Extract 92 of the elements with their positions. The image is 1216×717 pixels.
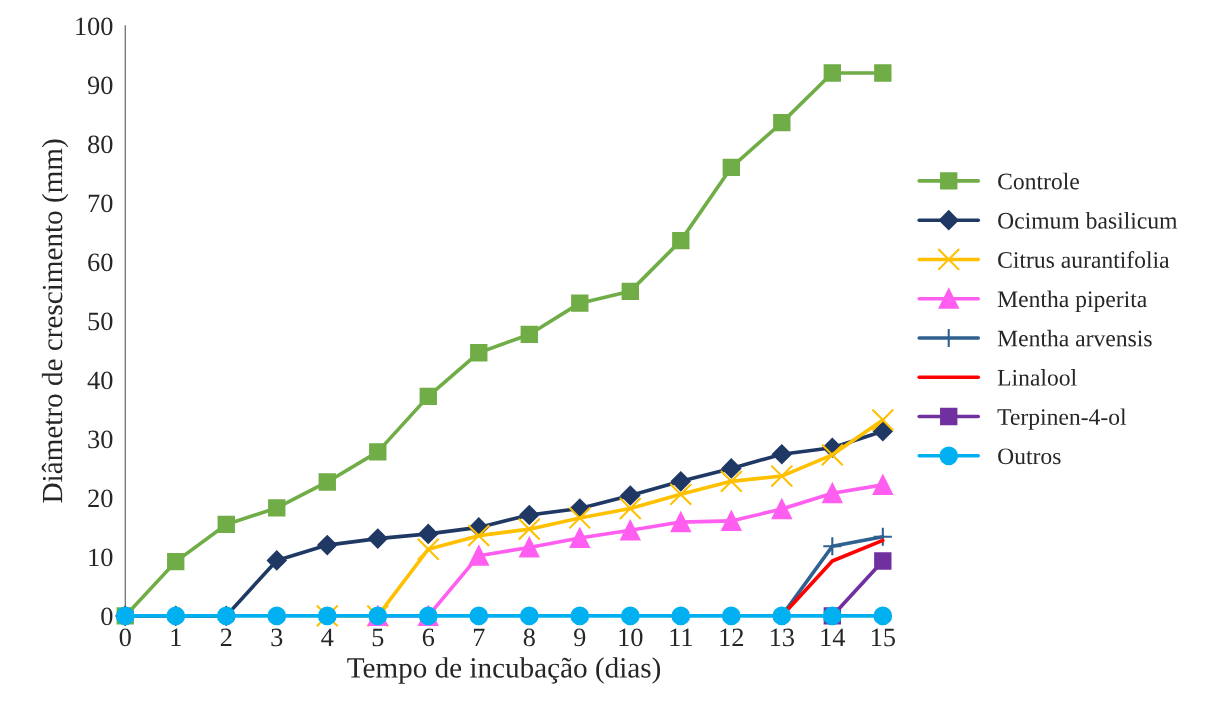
point	[416, 537, 440, 561]
x-tick-label: 2	[220, 628, 232, 647]
point	[470, 344, 488, 362]
point	[770, 464, 794, 488]
point	[671, 606, 691, 626]
point	[317, 535, 338, 555]
point	[268, 499, 286, 517]
point	[367, 528, 388, 549]
point	[418, 524, 439, 544]
y-tick-label: 90	[87, 76, 113, 95]
point	[820, 443, 844, 467]
legend-label: Mentha arvensis	[997, 329, 1152, 347]
point	[669, 482, 693, 506]
point	[469, 606, 489, 626]
point	[771, 444, 792, 465]
y-tick-label: 10	[89, 548, 113, 567]
x-tick-label: 3	[271, 628, 283, 647]
y-tick-label: 30	[88, 430, 113, 449]
point	[568, 506, 592, 530]
x-tick-label: 0	[119, 628, 131, 647]
point	[773, 113, 791, 132]
x-tick-label: 12	[720, 628, 744, 647]
point	[419, 387, 437, 406]
legend-label: Linalool	[997, 369, 1077, 386]
legend-label: Mentha piperita	[997, 290, 1147, 312]
point	[468, 545, 489, 566]
x-tick-label: 4	[321, 628, 334, 647]
point	[620, 520, 641, 541]
point	[672, 231, 690, 250]
point	[719, 469, 743, 493]
point	[670, 471, 691, 492]
x-tick-label: 13	[770, 628, 794, 647]
point	[517, 517, 541, 541]
point	[822, 483, 843, 504]
x-tick-label: 7	[473, 628, 485, 647]
y-tick-label: 40	[87, 371, 113, 390]
point	[520, 325, 538, 344]
x-tick-label: 10	[619, 628, 643, 647]
x-tick-label: 6	[422, 628, 435, 647]
y-tick-label: 60	[88, 253, 113, 272]
x-tick-label: 5	[372, 628, 384, 647]
point	[167, 552, 185, 571]
x-tick-label: 9	[574, 628, 586, 647]
x-tick-label: 14	[821, 628, 846, 647]
point	[823, 64, 841, 82]
legend-label: Ocimum basilicum	[998, 212, 1178, 229]
point	[519, 537, 540, 558]
x-tick-label: 8	[523, 628, 535, 647]
legend-label: Controle	[998, 172, 1079, 190]
point	[872, 474, 893, 495]
point	[467, 524, 491, 548]
point	[571, 294, 589, 312]
point	[369, 443, 387, 461]
point	[569, 527, 590, 549]
y-tick-label: 0	[101, 607, 113, 626]
y-tick-label: 100	[76, 17, 113, 36]
x-tick-label: 1	[171, 628, 181, 647]
point	[721, 606, 741, 626]
legend-label: Terpinen-4-ol	[997, 408, 1127, 430]
point	[721, 458, 742, 479]
point	[519, 606, 539, 626]
point	[722, 158, 740, 177]
point	[874, 552, 892, 570]
point	[217, 515, 235, 534]
point	[620, 606, 640, 626]
point	[670, 512, 691, 533]
x-tick-label: 15	[871, 628, 895, 647]
point	[771, 499, 792, 520]
point	[872, 421, 893, 442]
point	[267, 606, 287, 626]
y-tick-label: 70	[88, 194, 113, 213]
y-axis-title: Diâmetro de crescimento (mm)	[41, 139, 69, 503]
legend-label: Citrus aurantifolia	[998, 251, 1170, 268]
point	[519, 505, 540, 525]
y-tick-label: 20	[88, 489, 113, 508]
point	[570, 606, 590, 626]
y-tick-label: 50	[88, 312, 113, 331]
point	[822, 536, 843, 557]
point	[618, 497, 642, 520]
y-tick-label: 80	[88, 135, 113, 154]
point	[721, 510, 742, 531]
point	[871, 408, 895, 432]
x-axis-title: Tempo de incubação (dias)	[347, 657, 661, 684]
point	[872, 526, 893, 547]
point	[318, 473, 336, 491]
point	[873, 606, 893, 626]
point	[621, 282, 639, 301]
point	[620, 485, 641, 506]
point	[874, 64, 892, 82]
legend-label: Outros	[998, 448, 1061, 465]
point	[266, 550, 287, 571]
x-tick-label: 11	[670, 628, 692, 647]
